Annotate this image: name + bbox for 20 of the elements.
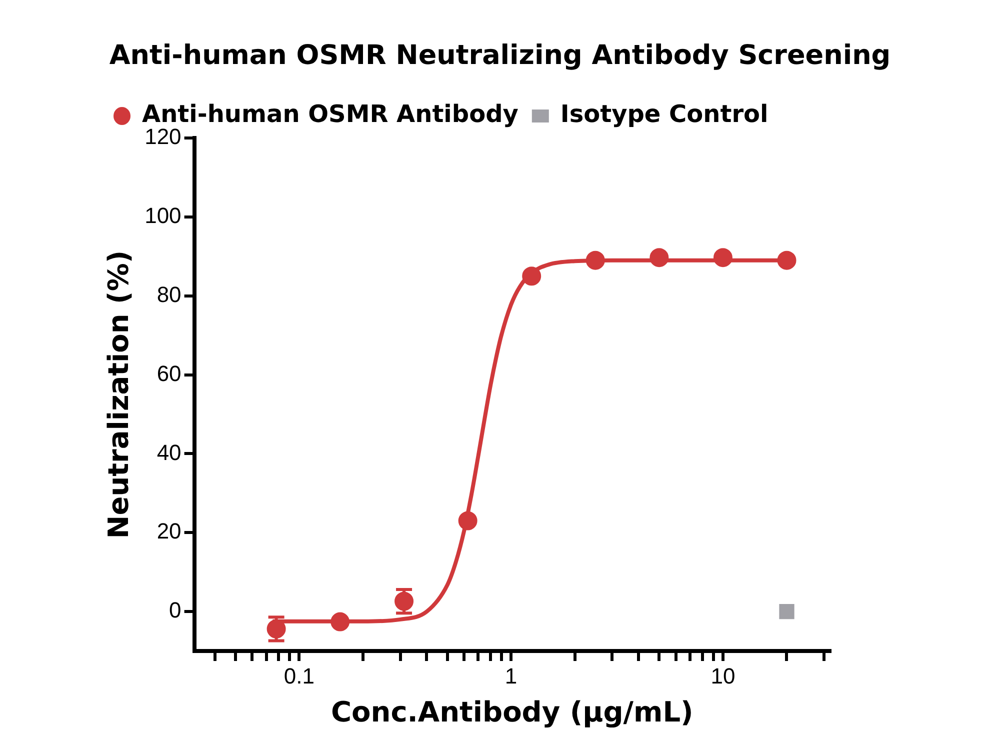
y-tick-label: 80 bbox=[156, 282, 182, 307]
point bbox=[586, 250, 605, 270]
point bbox=[713, 248, 732, 268]
x-tick-label: 0.1 bbox=[284, 663, 314, 688]
point bbox=[458, 511, 478, 530]
point bbox=[650, 248, 669, 268]
point bbox=[777, 250, 796, 270]
y-tick-label: 40 bbox=[156, 440, 182, 465]
y-tick-label: 60 bbox=[156, 360, 182, 386]
y-tick-label: 100 bbox=[144, 202, 182, 228]
y-tick-label: 20 bbox=[156, 518, 182, 544]
x-tick-label: 10 bbox=[710, 663, 736, 688]
point bbox=[522, 266, 542, 286]
x-tick-label: 1 bbox=[504, 663, 518, 688]
chart-title: Anti-human OSMR Neutralizing Antibody Screening bbox=[108, 40, 892, 73]
x-axis-title: Conc.Antibody (µg/mL) bbox=[330, 695, 694, 728]
legend-label: Isotype Control bbox=[560, 100, 768, 128]
y-tick-label: 0 bbox=[169, 598, 182, 623]
point bbox=[330, 612, 350, 632]
y-axis-title: Neutralization (%) bbox=[102, 250, 136, 539]
